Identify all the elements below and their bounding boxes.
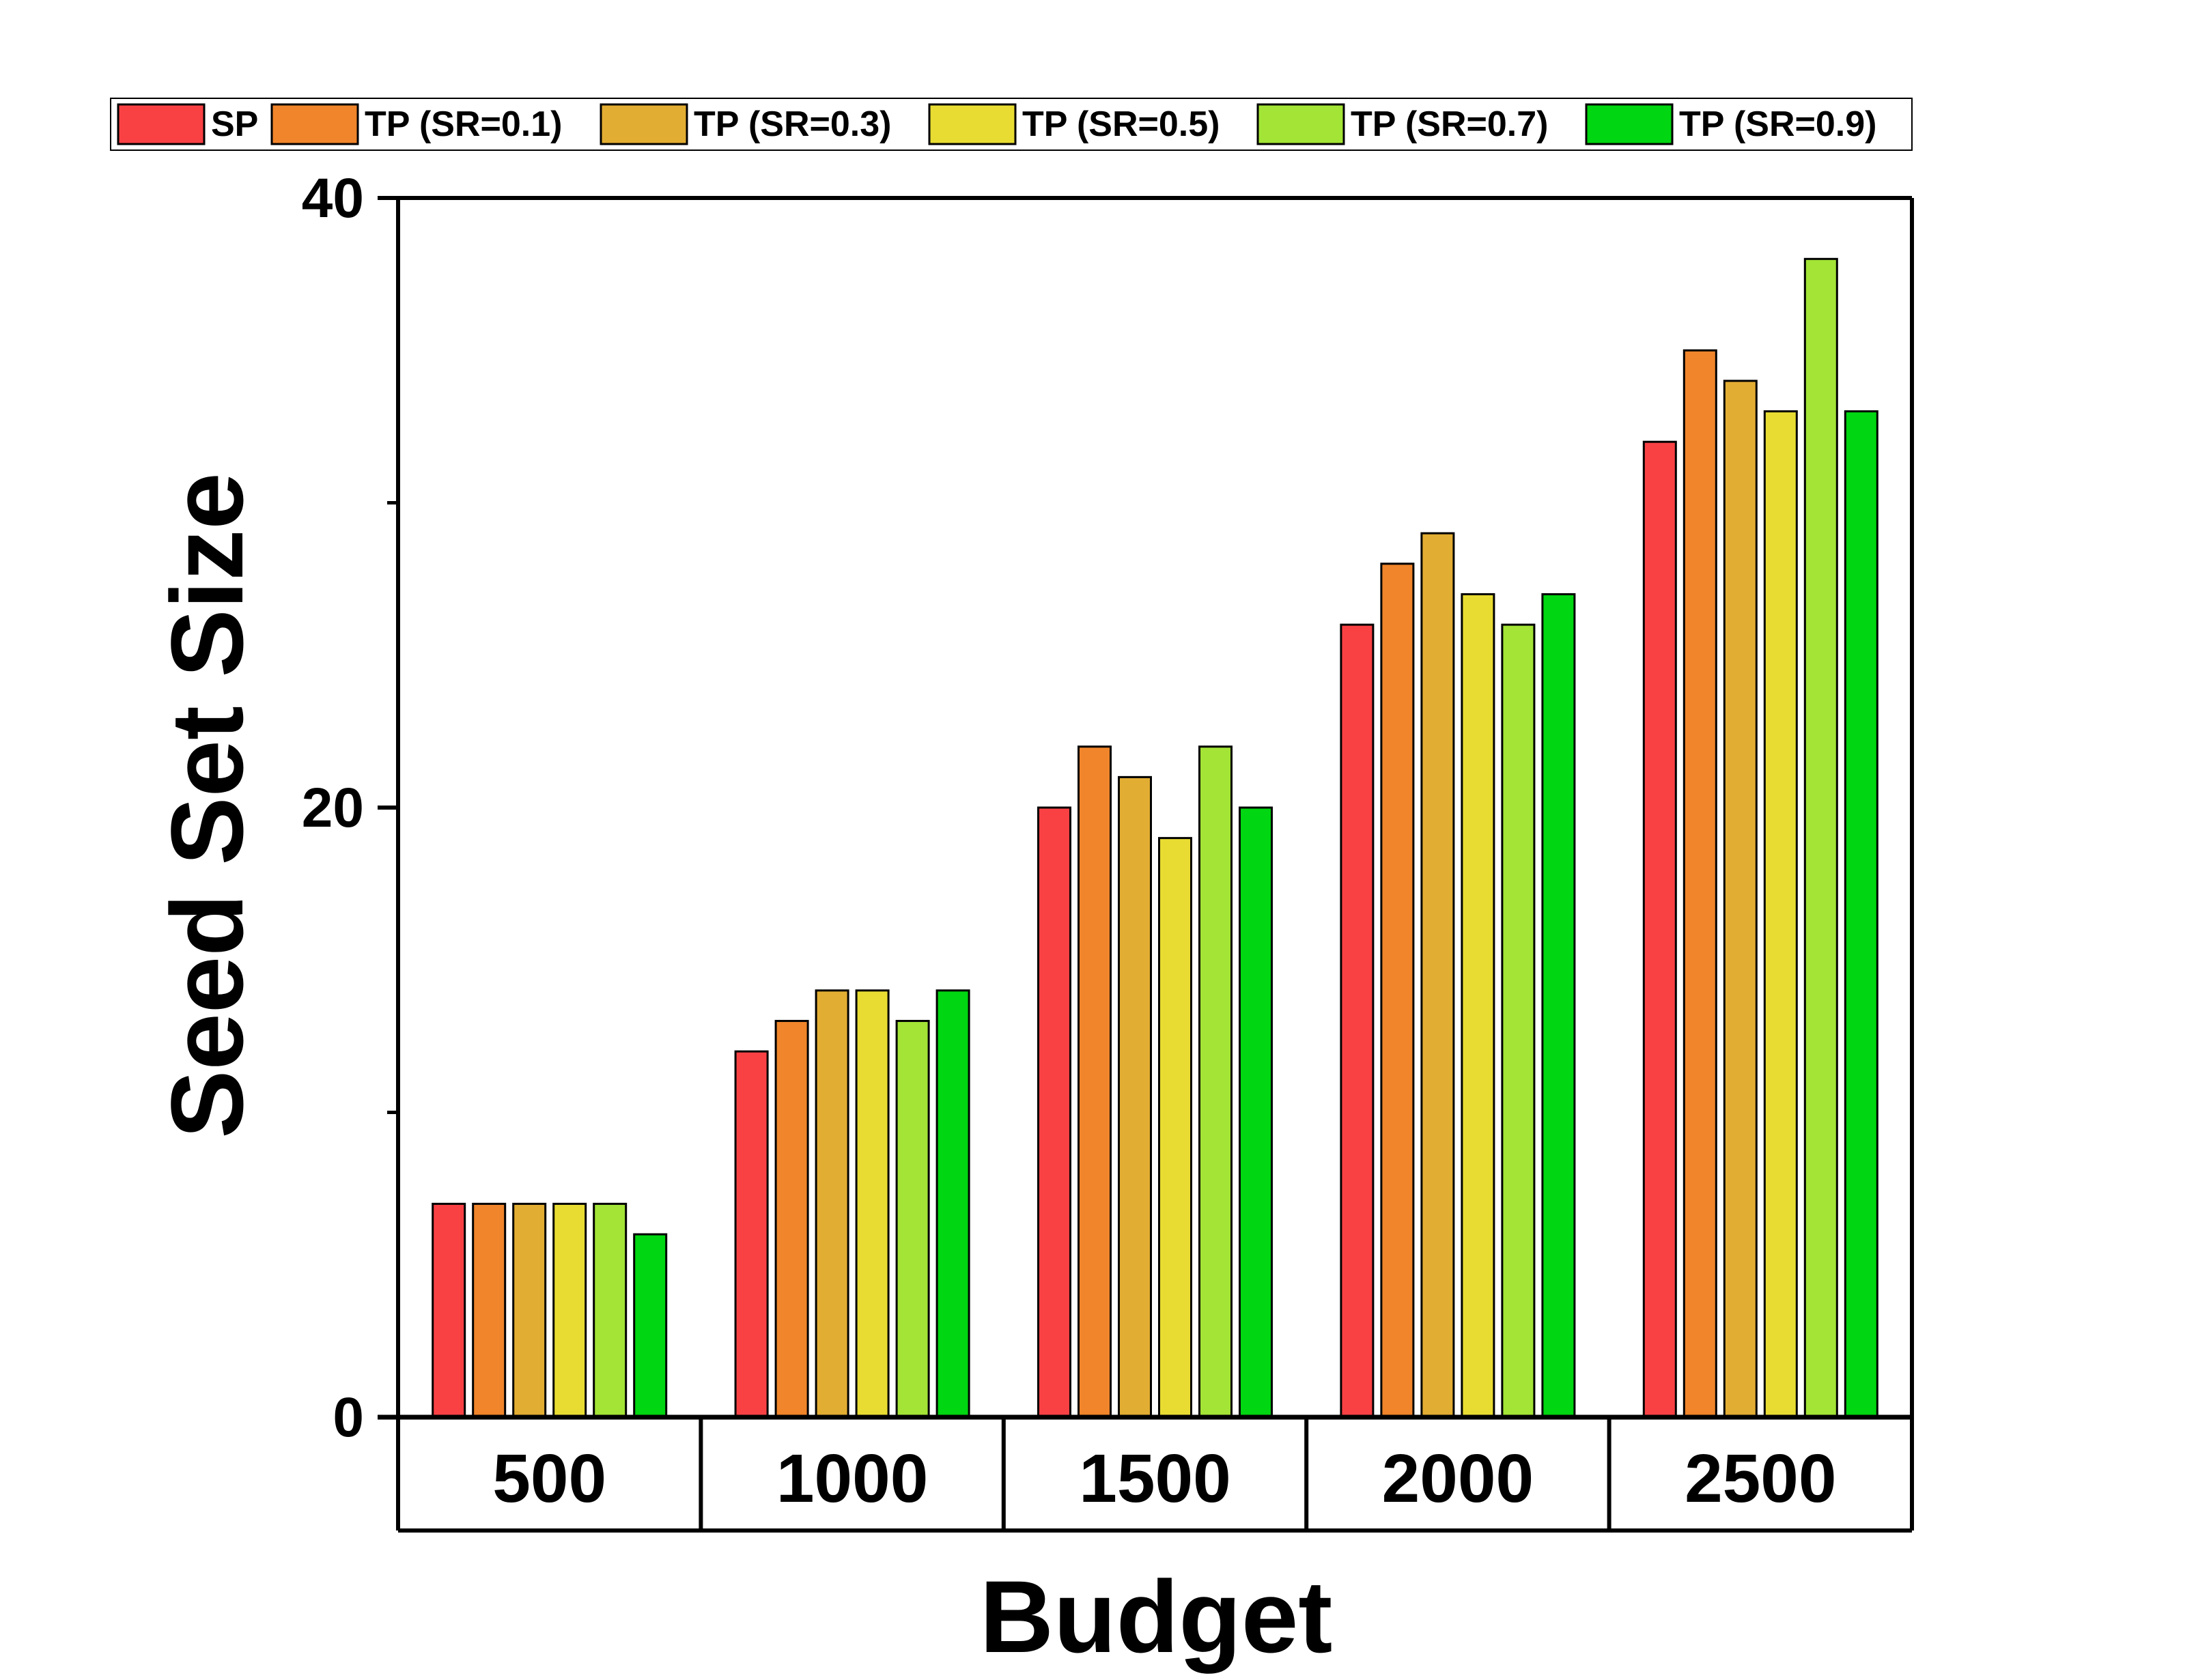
bars (432, 257, 1878, 1419)
x-tick-label-2000: 2000 (1382, 1440, 1534, 1517)
x-axis-title: Budget (980, 1559, 1333, 1674)
bar-1500-series-1 (1078, 745, 1112, 1419)
x-tick-label-500: 500 (492, 1440, 606, 1517)
x-tick-label-1500: 1500 (1079, 1440, 1230, 1517)
bar-500-series-0 (432, 1202, 466, 1419)
bar-500-series-3 (552, 1202, 587, 1419)
bar-2500-series-1 (1683, 349, 1717, 1419)
legend: SP TP (SR=0.1) TP (SR=0.3) TP (SR=0.5) TP (S… (110, 98, 1913, 151)
bar-2500-series-5 (1844, 410, 1878, 1419)
bar-2000-series-1 (1380, 563, 1415, 1419)
bar-2500-series-0 (1642, 440, 1677, 1419)
y-axis-title: Seed Set Size (150, 472, 264, 1138)
bar-2000-series-4 (1501, 623, 1536, 1419)
legend-swatch-3 (928, 103, 1017, 145)
bar-2500-series-3 (1763, 410, 1798, 1419)
bar-2000-series-3 (1461, 593, 1495, 1419)
bar-500-series-4 (593, 1202, 628, 1419)
legend-label-4: TP (SR=0.7) (1351, 104, 1548, 144)
legend-label-3: TP (SR=0.5) (1022, 104, 1220, 144)
x-tick-label-2500: 2500 (1685, 1440, 1836, 1517)
legend-swatch-5 (1585, 103, 1674, 145)
y-tick-label-20: 20 (302, 777, 364, 839)
bar-500-series-1 (472, 1202, 507, 1419)
bar-1000-series-3 (855, 989, 890, 1419)
bar-1500-series-5 (1239, 806, 1273, 1419)
bar-1500-series-0 (1037, 806, 1071, 1419)
legend-label-0: SP (211, 104, 258, 144)
legend-label-2: TP (SR=0.3) (694, 104, 891, 144)
bar-1000-series-4 (895, 1020, 930, 1419)
bar-1500-series-4 (1198, 745, 1233, 1419)
x-tick-label-1000: 1000 (776, 1440, 928, 1517)
y-axis: 0 20 40 (302, 167, 1914, 1449)
bar-500-series-5 (633, 1233, 668, 1419)
bar-500-series-2 (512, 1202, 547, 1419)
bar-1000-series-5 (935, 989, 970, 1419)
y-tick-label-0: 0 (333, 1386, 364, 1449)
plot-area: 0 20 40 500 1000 1500 2000 2500 (302, 167, 1914, 1533)
legend-swatch-2 (600, 103, 688, 145)
legend-swatch-0 (117, 103, 206, 145)
bar-2000-series-2 (1420, 532, 1455, 1419)
bar-2000-series-0 (1340, 623, 1375, 1419)
bar-2500-series-4 (1803, 257, 1838, 1419)
bar-1500-series-2 (1118, 775, 1152, 1419)
bar-1500-series-3 (1158, 837, 1192, 1419)
bar-1000-series-0 (734, 1050, 769, 1419)
y-tick-label-40: 40 (302, 167, 364, 229)
legend-label-1: TP (SR=0.1) (365, 104, 562, 144)
legend-label-5: TP (SR=0.9) (1679, 104, 1876, 144)
legend-swatch-1 (270, 103, 359, 145)
legend-swatch-4 (1256, 103, 1345, 145)
bar-1000-series-2 (815, 989, 849, 1419)
x-axis: 500 1000 1500 2000 2500 (378, 1414, 1914, 1533)
bar-1000-series-1 (774, 1020, 809, 1419)
bar-2500-series-2 (1723, 380, 1758, 1419)
bar-2000-series-5 (1541, 593, 1576, 1419)
